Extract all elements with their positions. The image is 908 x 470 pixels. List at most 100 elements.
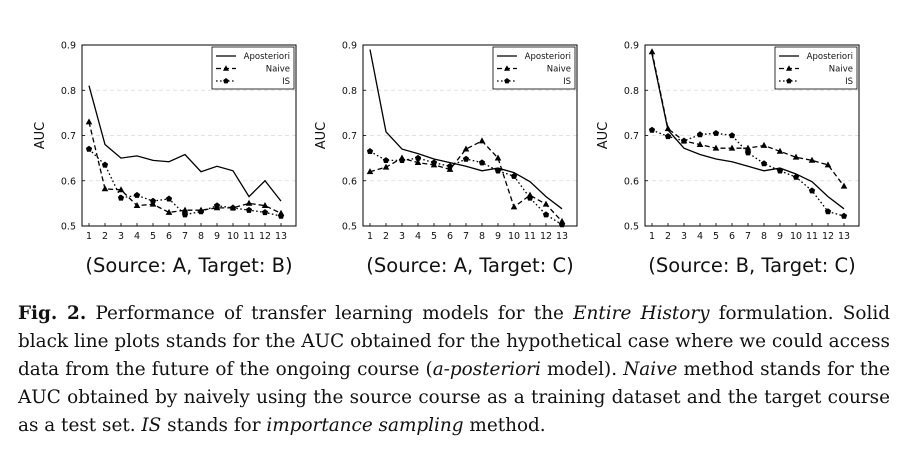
y-tick-label: 0.8 <box>342 86 357 97</box>
data-point-naive <box>664 125 672 132</box>
y-tick-label: 0.9 <box>61 41 76 52</box>
data-point-is <box>398 157 406 164</box>
figure-panels: 0.50.60.70.80.91 2 3 4 5 6 7 8 9 10 11 12 13AUC(Sour… <box>33 41 860 277</box>
x-tick-label: 10 <box>508 231 520 242</box>
data-point-naive <box>366 168 374 175</box>
data-point-is <box>462 155 470 162</box>
series-line-aposteriori <box>369 49 563 210</box>
legend-marker <box>786 78 792 84</box>
legend-label: Naive <box>266 65 290 75</box>
x-tick-label: 1 <box>86 231 92 242</box>
x-tick-label: 4 <box>697 231 703 242</box>
legend-marker <box>223 65 229 71</box>
x-tick-label: 1 <box>649 231 655 242</box>
data-point-is <box>229 204 237 211</box>
data-point-is <box>261 209 269 216</box>
y-tick-label: 0.6 <box>61 176 76 187</box>
caption-segment: IS <box>141 415 162 436</box>
y-axis-label: AUC <box>33 122 48 150</box>
x-tick-label: 4 <box>134 231 140 242</box>
data-point-is <box>181 211 189 218</box>
data-point-naive <box>382 163 390 170</box>
data-point-naive <box>414 159 422 166</box>
x-tick-label: 2 <box>665 231 671 242</box>
chart-title: (Source: A, Target: C) <box>366 254 573 277</box>
data-point-is <box>510 172 518 179</box>
x-tick-label: 7 <box>182 231 188 242</box>
data-point-is <box>542 211 550 218</box>
data-point-is <box>648 126 656 133</box>
y-tick-label: 0.7 <box>624 131 639 142</box>
legend-label: Aposteriori <box>525 52 571 62</box>
figure-caption: Fig. 2. Performance of transfer learning… <box>18 300 890 440</box>
data-point-is <box>366 148 374 155</box>
chart-panel-3: 0.50.60.70.80.91 2 3 4 5 6 7 8 9 10 11 12 13AUC(Sour… <box>596 41 860 277</box>
data-point-is <box>494 167 502 174</box>
data-point-is <box>792 173 800 180</box>
legend-marker <box>223 78 229 84</box>
caption-segment: method stands for the AUC obtained by na… <box>18 359 890 436</box>
data-point-naive <box>85 118 93 125</box>
data-point-is <box>744 149 752 156</box>
y-tick-label: 0.7 <box>342 131 357 142</box>
data-point-naive <box>840 182 848 189</box>
data-point-is <box>712 129 720 136</box>
y-tick-label: 0.6 <box>624 176 639 187</box>
data-point-naive <box>478 137 486 144</box>
data-point-naive <box>792 153 800 160</box>
x-tick-label: 10 <box>227 231 239 242</box>
x-tick-label: 7 <box>745 231 751 242</box>
data-point-is <box>245 206 253 213</box>
data-point-is <box>696 131 704 138</box>
legend-marker <box>504 78 510 84</box>
legend-marker <box>786 65 792 71</box>
y-tick-label: 0.5 <box>624 222 639 233</box>
series-line-aposteriori <box>88 85 282 202</box>
x-tick-label: 2 <box>383 231 389 242</box>
data-point-is <box>277 212 285 219</box>
data-point-is <box>430 159 438 166</box>
data-point-naive <box>712 144 720 151</box>
data-point-is <box>680 137 688 144</box>
data-point-is <box>117 194 125 201</box>
x-tick-label: 12 <box>822 231 834 242</box>
data-point-naive <box>696 140 704 147</box>
legend-label: IS <box>563 77 571 87</box>
data-point-is <box>165 195 173 202</box>
y-tick-label: 0.6 <box>342 176 357 187</box>
legend-label: IS <box>282 77 290 87</box>
data-point-naive <box>101 185 109 192</box>
x-tick-label: 3 <box>118 231 124 242</box>
data-point-is <box>558 221 566 228</box>
x-tick-label: 9 <box>214 231 220 242</box>
data-point-naive <box>808 156 816 163</box>
x-tick-label: 7 <box>463 231 469 242</box>
data-point-naive <box>542 200 550 207</box>
x-tick-label: 13 <box>838 231 850 242</box>
caption-segment: method. <box>463 415 546 436</box>
data-point-naive <box>117 186 125 193</box>
x-tick-label: 11 <box>243 231 255 242</box>
caption-segment: Naive <box>623 359 678 380</box>
data-point-naive <box>165 208 173 215</box>
x-tick-label: 3 <box>681 231 687 242</box>
data-point-is <box>197 208 205 215</box>
series-line-is <box>88 148 282 217</box>
legend: Aposteriori Naive IS <box>774 46 858 90</box>
y-tick-label: 0.5 <box>342 222 357 233</box>
legend-label: Naive <box>547 65 571 75</box>
data-point-is <box>414 154 422 161</box>
x-tick-label: 5 <box>150 231 156 242</box>
caption-segment: stands for <box>161 415 267 436</box>
data-point-naive <box>133 202 141 209</box>
data-point-is <box>101 161 109 168</box>
y-tick-label: 0.9 <box>342 41 357 52</box>
y-axis-label: AUC <box>596 122 611 150</box>
x-tick-label: 10 <box>790 231 802 242</box>
data-point-naive <box>744 144 752 151</box>
x-tick-label: 8 <box>479 231 485 242</box>
data-point-is <box>213 202 221 209</box>
x-tick-label: 6 <box>166 231 172 242</box>
data-point-naive <box>494 154 502 161</box>
x-tick-label: 1 <box>367 231 373 242</box>
